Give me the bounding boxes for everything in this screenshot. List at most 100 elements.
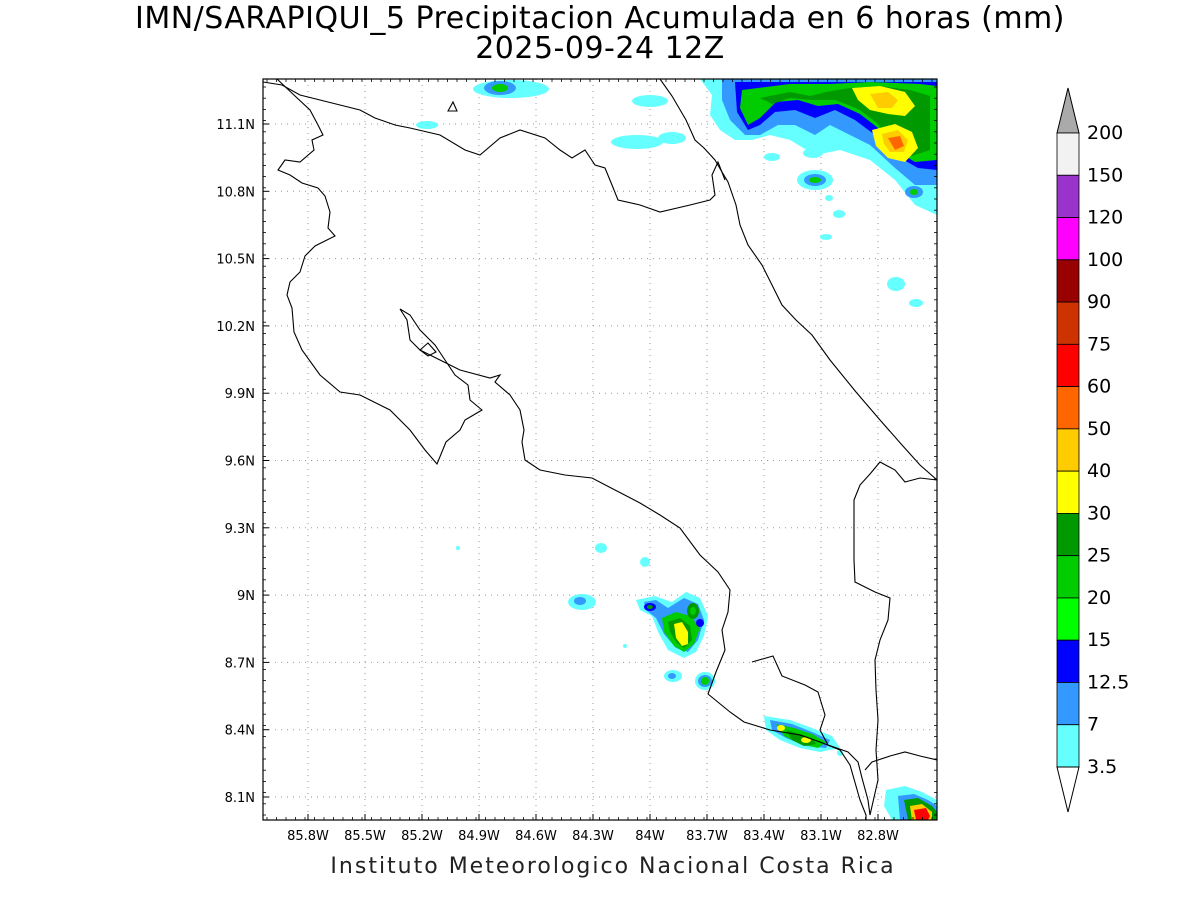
colorbar-label: 90 — [1087, 291, 1111, 313]
lon-tick-label: 83.4W — [743, 829, 785, 844]
precip-cell — [456, 546, 460, 550]
lat-tick-label: 10.8N — [216, 185, 255, 200]
colorbar-label: 30 — [1087, 502, 1111, 524]
colorbar-swatch — [1056, 386, 1080, 430]
precip-cell — [701, 677, 709, 685]
lon-tick-label: 85.5W — [344, 829, 386, 844]
lat-tick-label: 8.1N — [225, 791, 255, 806]
colorbar-swatch — [1056, 597, 1080, 641]
colorbar-swatch — [1056, 217, 1080, 261]
colorbar-swatch — [1056, 174, 1080, 218]
lake-outline — [447, 100, 458, 112]
pacific-coast-nicoya — [276, 79, 867, 820]
lon-tick-label: 84.3W — [572, 829, 614, 844]
colorbar-label: 12.5 — [1087, 671, 1129, 693]
lat-tick-label: 10.5N — [216, 253, 255, 268]
footer-credit: Instituto Meteorologico Nacional Costa R… — [330, 854, 896, 879]
lat-tick-label: 9N — [237, 589, 255, 604]
island-outline — [419, 342, 437, 357]
precip-cell — [674, 622, 688, 646]
precip-cell — [640, 557, 650, 567]
plot-frame — [262, 78, 938, 821]
precip-cell — [668, 673, 676, 679]
precipitation-layer — [416, 79, 937, 820]
precip-cell — [820, 234, 832, 240]
lon-tick-label: 85.2W — [401, 829, 443, 844]
lat-tick-label: 9.9N — [225, 387, 255, 402]
colorbar-swatch — [1056, 301, 1080, 345]
caribbean-coast — [659, 79, 937, 481]
latitude-axis: 11.1N 10.8N 10.5N 10.2N 9.9N 9.6N 9.3N 9N 8.7N 8.… — [216, 86, 937, 816]
precip-cell — [809, 177, 821, 183]
lat-tick-label: 9.3N — [225, 522, 255, 537]
colorbar-label: 7 — [1087, 714, 1099, 736]
lon-tick-label: 84W — [635, 829, 665, 844]
lat-tick-label: 8.7N — [225, 656, 255, 671]
lat-tick-label: 11.1N — [216, 118, 255, 133]
precip-cell — [764, 153, 780, 161]
colorbar-swatch — [1056, 470, 1080, 514]
precip-cell — [647, 605, 653, 609]
precip-cell — [887, 277, 905, 291]
precip-cell — [888, 136, 904, 150]
colorbar-label: 20 — [1087, 587, 1111, 609]
precip-cell — [690, 607, 696, 615]
colorbar-label: 40 — [1087, 460, 1111, 482]
lat-tick-label: 8.4N — [225, 724, 255, 739]
precip-cell — [632, 95, 668, 107]
colorbar-label: 100 — [1087, 249, 1123, 271]
lon-tick-label: 83.7W — [686, 829, 728, 844]
colorbar-swatch — [1056, 682, 1080, 726]
precip-cell — [492, 84, 508, 92]
lon-tick-label: 83.1W — [800, 829, 842, 844]
colorbar-label: 150 — [1087, 164, 1123, 186]
precip-cell — [870, 92, 898, 108]
precip-cell — [914, 808, 930, 820]
map-grid — [263, 79, 937, 820]
colorbar-label: 75 — [1087, 333, 1111, 355]
colorbar-swatch — [1056, 639, 1080, 683]
colorbar-legend: 200 150 120 100 90 75 60 50 40 30 25 20 15 12.5 7 3.5 — [1056, 87, 1129, 813]
colorbar-bottom-arrow — [1056, 766, 1080, 813]
colorbar-swatch — [1056, 259, 1080, 303]
precip-cell — [416, 121, 438, 129]
lat-tick-label: 9.6N — [225, 455, 255, 470]
longitude-axis: 85.8W 85.5W 85.2W 84.9W 84.6W 84.3W 84W 83.7W 83… — [266, 79, 933, 844]
panama-coast — [864, 751, 937, 771]
lon-tick-label: 84.9W — [458, 829, 500, 844]
precip-cell — [623, 644, 627, 648]
colorbar-label: 60 — [1087, 376, 1111, 398]
precip-cell — [696, 619, 704, 627]
chart-subtitle-datetime: 2025-09-24 12Z — [475, 31, 725, 66]
lon-tick-label: 85.8W — [287, 829, 329, 844]
coastlines-and-borders — [263, 79, 937, 820]
lon-tick-label: 82.8W — [857, 829, 899, 844]
precip-cell — [777, 725, 785, 731]
colorbar-swatch — [1056, 513, 1080, 557]
colorbar-swatch — [1056, 555, 1080, 599]
colorbar-swatch — [1056, 132, 1080, 176]
colorbar-label: 3.5 — [1087, 756, 1117, 778]
colorbar-swatch — [1056, 343, 1080, 388]
precip-cell — [833, 210, 845, 218]
colorbar-swatch — [1056, 724, 1080, 768]
precip-cell — [658, 132, 686, 144]
lon-tick-label: 84.6W — [515, 829, 557, 844]
precip-cell — [825, 195, 833, 201]
colorbar-label: 25 — [1087, 545, 1111, 567]
precip-cell — [611, 135, 663, 149]
colorbar-label: 15 — [1087, 629, 1111, 651]
colorbar-label: 200 — [1087, 122, 1123, 144]
chart-title: IMN/SARAPIQUI_5 Precipitacion Acumulada … — [135, 1, 1065, 36]
nicaragua-border — [263, 81, 726, 213]
precip-cell — [910, 189, 918, 195]
precip-cell — [574, 597, 586, 605]
precip-cell — [909, 299, 923, 307]
colorbar-swatch — [1056, 428, 1080, 472]
precip-cell — [595, 543, 607, 553]
colorbar-label: 120 — [1087, 207, 1123, 229]
lat-tick-label: 10.2N — [216, 320, 255, 335]
colorbar-label: 50 — [1087, 418, 1111, 440]
precip-cell — [803, 148, 823, 158]
